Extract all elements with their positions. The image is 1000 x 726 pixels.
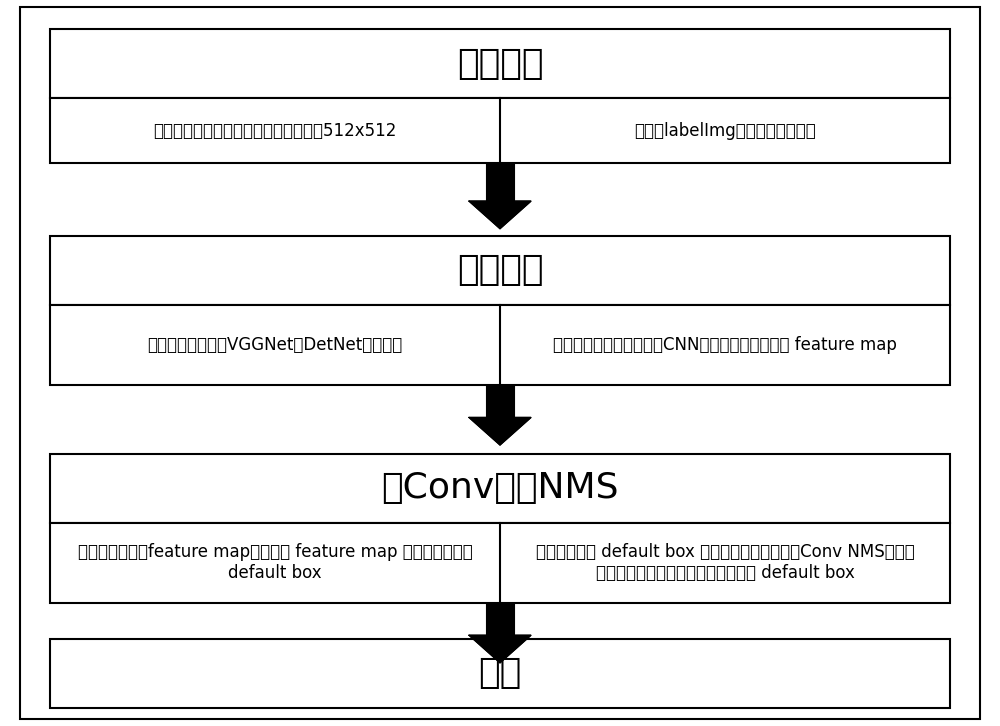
Bar bbox=[50, 523, 950, 603]
Bar bbox=[486, 163, 514, 201]
Text: 将原有的前置网络VGGNet由DetNet进行替换: 将原有的前置网络VGGNet由DetNet进行替换 bbox=[147, 336, 403, 354]
Bar bbox=[50, 98, 950, 163]
Bar bbox=[50, 305, 950, 385]
Text: 使用了labelImg工具给图片打标签: 使用了labelImg工具给图片打标签 bbox=[634, 122, 816, 139]
Text: 将生成的所有 default box 都集合起来，全部丢到Conv NMS（卷积
极大值抑制）中学习，输出筛选后的 default box: 将生成的所有 default box 都集合起来，全部丢到Conv NMS（卷积… bbox=[536, 543, 914, 582]
Text: 图片经过卷积神经网络（CNN）提取特征，并生成 feature map: 图片经过卷积神经网络（CNN）提取特征，并生成 feature map bbox=[553, 336, 897, 354]
Bar bbox=[50, 236, 950, 305]
Bar bbox=[486, 603, 514, 635]
Text: 用Conv代替NMS: 用Conv代替NMS bbox=[381, 471, 619, 505]
Polygon shape bbox=[469, 417, 531, 445]
Bar bbox=[50, 29, 950, 98]
Polygon shape bbox=[469, 201, 531, 229]
Bar bbox=[486, 385, 514, 417]
Text: 通过无人机获取图片并将其尺寸转换为512x512: 通过无人机获取图片并将其尺寸转换为512x512 bbox=[153, 122, 397, 139]
Text: 抽取其中六层的feature map，然后再 feature map 的每个点上生成
default box: 抽取其中六层的feature map，然后再 feature map 的每个点上… bbox=[78, 543, 472, 582]
Text: 输出: 输出 bbox=[478, 656, 522, 690]
Polygon shape bbox=[469, 635, 531, 663]
Bar bbox=[50, 639, 950, 708]
Text: 特征提取: 特征提取 bbox=[457, 253, 543, 287]
Text: 数据处理: 数据处理 bbox=[457, 46, 543, 81]
Bar bbox=[50, 454, 950, 523]
